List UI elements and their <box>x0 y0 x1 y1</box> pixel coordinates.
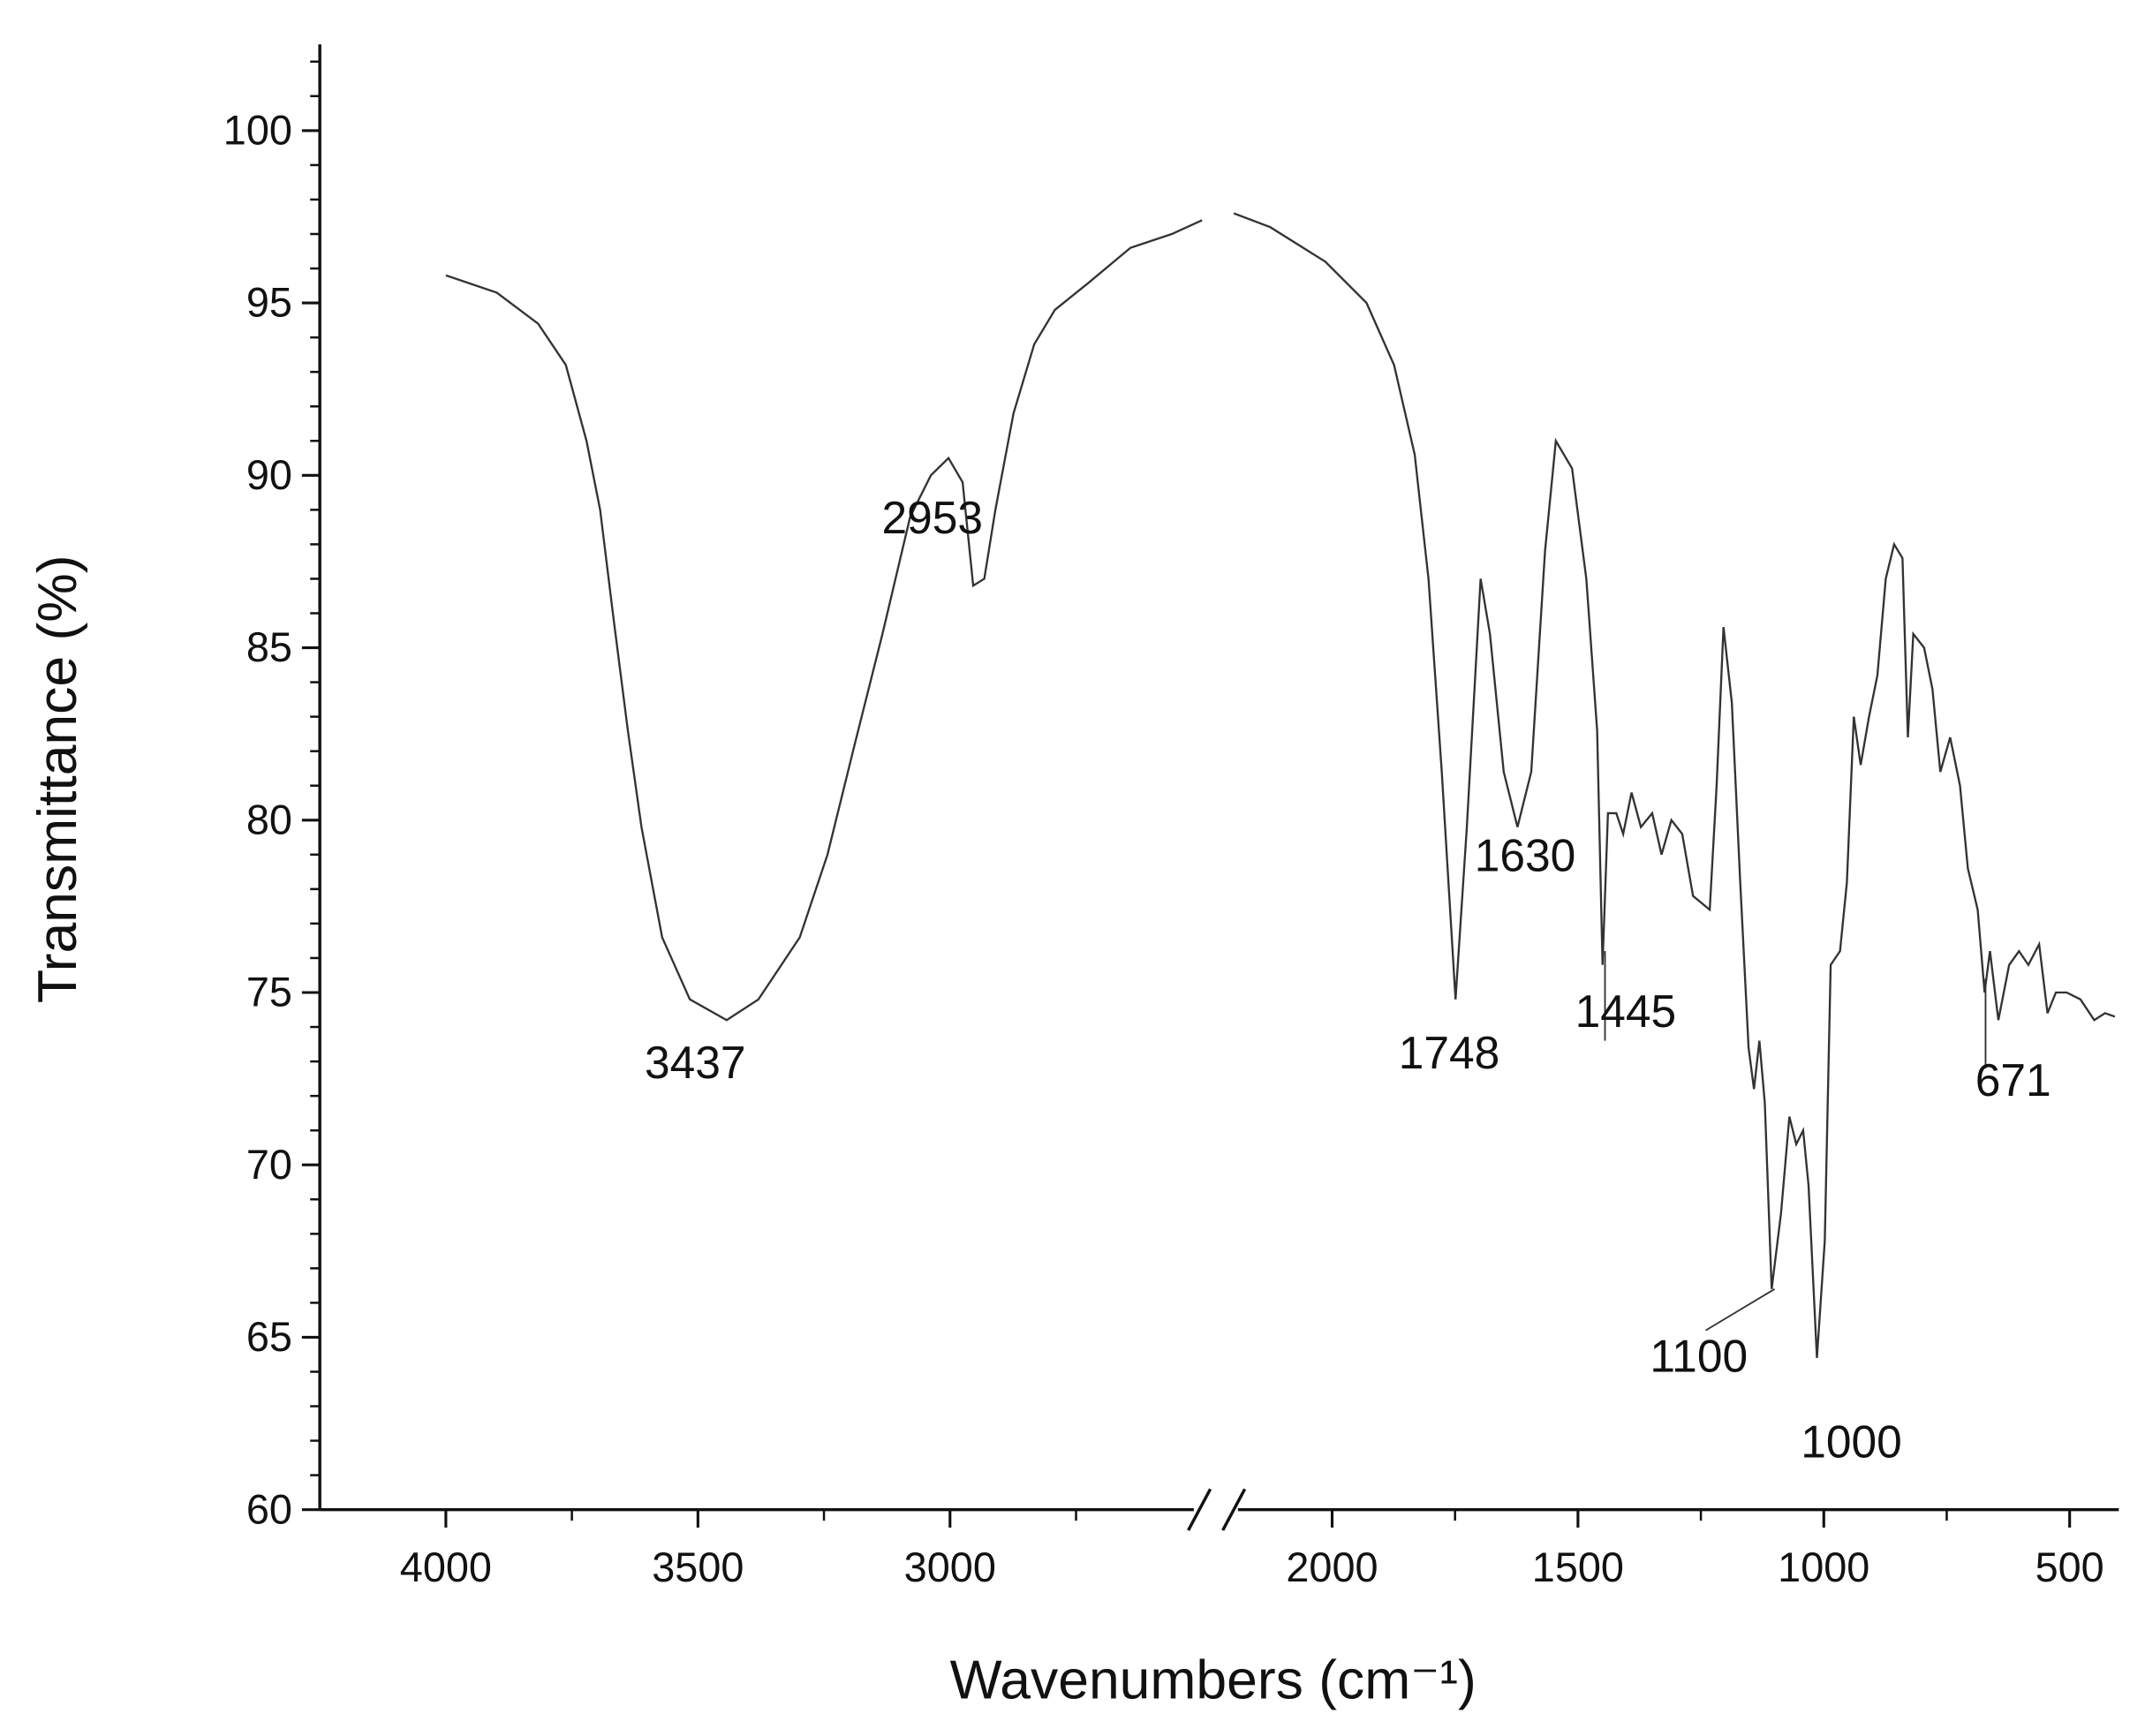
annotation-label: 1630 <box>1475 830 1576 881</box>
y-axis-title: Transmittance (%) <box>26 555 88 1003</box>
x-tick-label: 2000 <box>1286 1544 1378 1590</box>
annotation-label: 1748 <box>1399 1027 1500 1078</box>
y-tick-label: 100 <box>223 107 292 153</box>
x-tick-label: 4000 <box>400 1544 492 1590</box>
x-tick-label: 1000 <box>1778 1544 1869 1590</box>
y-tick-label: 80 <box>246 796 292 842</box>
annotation-label: 1100 <box>1650 1330 1748 1381</box>
y-tick-label: 85 <box>246 624 292 670</box>
x-axis-title: Wavenumbers (cm⁻¹) <box>950 1649 1477 1711</box>
spectrum-line <box>445 212 2116 1358</box>
axis-break <box>1187 1488 1212 1531</box>
x-tick-label: 1500 <box>1532 1544 1624 1590</box>
annotation-label: 3437 <box>645 1037 746 1088</box>
y-tick-label: 95 <box>246 280 292 326</box>
x-tick-label: 3000 <box>904 1544 996 1590</box>
annotation-label: 1445 <box>1575 985 1677 1037</box>
y-tick-label: 65 <box>246 1314 292 1360</box>
annotation-label: 671 <box>1975 1054 2051 1106</box>
y-tick-label: 60 <box>246 1486 292 1532</box>
x-tick-label: 3500 <box>652 1544 744 1590</box>
annotation-label: 2953 <box>882 492 984 543</box>
x-tick-label: 500 <box>2035 1544 2104 1590</box>
y-tick-label: 75 <box>246 970 292 1015</box>
annotation-label: 1000 <box>1801 1415 1902 1467</box>
y-tick-label: 90 <box>246 452 292 498</box>
y-tick-label: 70 <box>246 1142 292 1188</box>
annotation-leader <box>1705 1287 1776 1332</box>
axis-break <box>1221 1488 1247 1531</box>
